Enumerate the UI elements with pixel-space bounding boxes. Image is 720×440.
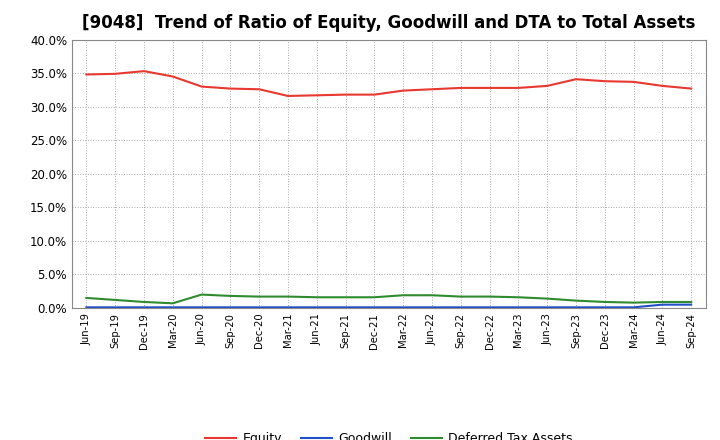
Equity xyxy=(370,92,379,97)
Deferred Tax Assets xyxy=(428,293,436,298)
Goodwill xyxy=(514,304,523,310)
Deferred Tax Assets xyxy=(629,300,638,305)
Equity xyxy=(572,77,580,82)
Deferred Tax Assets xyxy=(226,293,235,299)
Equity xyxy=(312,93,321,98)
Equity xyxy=(111,71,120,77)
Deferred Tax Assets xyxy=(370,295,379,300)
Goodwill xyxy=(341,304,350,310)
Goodwill xyxy=(399,304,408,310)
Goodwill xyxy=(168,304,177,310)
Deferred Tax Assets xyxy=(399,293,408,298)
Goodwill xyxy=(197,304,206,310)
Equity xyxy=(140,69,148,74)
Line: Goodwill: Goodwill xyxy=(86,304,691,307)
Goodwill xyxy=(255,304,264,310)
Deferred Tax Assets xyxy=(255,294,264,299)
Goodwill xyxy=(82,304,91,310)
Deferred Tax Assets xyxy=(82,295,91,301)
Goodwill xyxy=(543,304,552,310)
Goodwill xyxy=(312,304,321,310)
Equity xyxy=(543,83,552,88)
Equity xyxy=(82,72,91,77)
Deferred Tax Assets xyxy=(197,292,206,297)
Goodwill xyxy=(226,304,235,310)
Goodwill xyxy=(629,304,638,310)
Title: [9048]  Trend of Ratio of Equity, Goodwill and DTA to Total Assets: [9048] Trend of Ratio of Equity, Goodwil… xyxy=(82,15,696,33)
Deferred Tax Assets xyxy=(658,299,667,304)
Deferred Tax Assets xyxy=(284,294,292,299)
Goodwill xyxy=(140,304,148,310)
Deferred Tax Assets xyxy=(312,295,321,300)
Deferred Tax Assets xyxy=(341,295,350,300)
Deferred Tax Assets xyxy=(168,301,177,306)
Equity xyxy=(399,88,408,93)
Goodwill xyxy=(658,302,667,307)
Line: Equity: Equity xyxy=(86,71,691,96)
Equity xyxy=(226,86,235,91)
Deferred Tax Assets xyxy=(543,296,552,301)
Deferred Tax Assets xyxy=(600,299,609,304)
Deferred Tax Assets xyxy=(514,295,523,300)
Goodwill xyxy=(687,302,696,307)
Deferred Tax Assets xyxy=(111,297,120,303)
Goodwill xyxy=(284,304,292,310)
Deferred Tax Assets xyxy=(687,299,696,304)
Equity xyxy=(629,79,638,84)
Line: Deferred Tax Assets: Deferred Tax Assets xyxy=(86,295,691,303)
Deferred Tax Assets xyxy=(140,299,148,304)
Equity xyxy=(255,87,264,92)
Equity xyxy=(658,83,667,88)
Equity xyxy=(456,85,465,91)
Equity xyxy=(341,92,350,97)
Legend: Equity, Goodwill, Deferred Tax Assets: Equity, Goodwill, Deferred Tax Assets xyxy=(200,427,577,440)
Equity xyxy=(168,74,177,79)
Equity xyxy=(428,87,436,92)
Goodwill xyxy=(572,304,580,310)
Equity xyxy=(197,84,206,89)
Goodwill xyxy=(600,304,609,310)
Deferred Tax Assets xyxy=(572,298,580,303)
Goodwill xyxy=(370,304,379,310)
Goodwill xyxy=(485,304,494,310)
Equity xyxy=(687,86,696,91)
Equity xyxy=(600,79,609,84)
Deferred Tax Assets xyxy=(485,294,494,299)
Equity xyxy=(284,93,292,99)
Deferred Tax Assets xyxy=(456,294,465,299)
Goodwill xyxy=(428,304,436,310)
Goodwill xyxy=(456,304,465,310)
Equity xyxy=(514,85,523,91)
Equity xyxy=(485,85,494,91)
Goodwill xyxy=(111,304,120,310)
